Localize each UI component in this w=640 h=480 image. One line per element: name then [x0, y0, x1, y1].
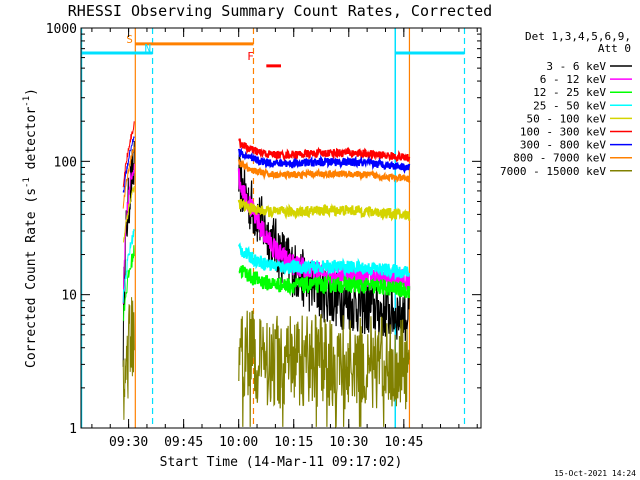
- timestamp-stamp: 15-Oct-2021 14:24: [554, 469, 636, 478]
- y-axis-label-mid: detector: [24, 107, 39, 178]
- series-burst-line: [122, 136, 135, 193]
- y-tick-label: 1000: [46, 22, 77, 37]
- legend-label: 100 - 300 keV: [520, 126, 606, 139]
- legend-label: 3 - 6 keV: [546, 60, 606, 73]
- y-axis-label-exp1: -1: [22, 177, 32, 188]
- legend-label: 300 - 800 keV: [520, 139, 606, 152]
- series-burst-line: [122, 163, 135, 305]
- legend-label: 25 - 50 keV: [533, 99, 606, 112]
- series-line: [237, 159, 411, 183]
- y-tick-label: 1: [69, 422, 77, 437]
- series-800-7000-kev: [122, 146, 411, 209]
- series-line: [238, 265, 411, 299]
- series-line: [237, 147, 411, 175]
- x-axis-label: Start Time (14-Mar-11 09:17:02): [160, 455, 403, 470]
- series-line: [237, 199, 411, 222]
- y-axis: 1 10 100 1000: [46, 22, 481, 437]
- legend-header-detectors: Det 1,3,4,5,6,9,: [525, 30, 631, 43]
- series-100-300-kev: [122, 121, 411, 188]
- plot-area: SN F: [80, 28, 466, 429]
- series-burst-line: [122, 185, 135, 243]
- series-300-800-kev: [122, 136, 411, 193]
- y-axis-label: Corrected Count Rate (s-1 detector-1): [22, 88, 39, 368]
- x-tick-label: 10:00: [219, 435, 258, 450]
- series-7000-15000-kev: [122, 297, 410, 429]
- series-line: [237, 242, 411, 281]
- series-line: [238, 310, 410, 429]
- y-axis-label-exp2: -1: [22, 96, 32, 107]
- legend-label: 800 - 7000 keV: [513, 152, 606, 165]
- x-axis: 09:30 09:45 10:00 10:15 10:30 10:45: [91, 28, 478, 450]
- y-axis-label-close: ): [24, 88, 39, 96]
- x-tick-label: 10:45: [384, 435, 423, 450]
- plot-frame: [80, 27, 482, 429]
- series-25-50-kev: [122, 228, 411, 303]
- x-tick-label: 10:15: [274, 435, 313, 450]
- x-tick-label: 09:45: [164, 435, 203, 450]
- marker-n: N: [145, 42, 152, 55]
- series-line: [238, 138, 411, 163]
- marker-s: S: [126, 33, 133, 46]
- x-tick-label: 10:30: [329, 435, 368, 450]
- x-tick-label: 09:30: [109, 435, 148, 450]
- legend-header-attenuator: Att 0: [598, 42, 631, 55]
- series-burst-line: [122, 146, 135, 209]
- series-burst-line: [122, 121, 135, 188]
- chart-title: RHESSI Observing Summary Count Rates, Co…: [68, 2, 492, 20]
- series-50-100-kev: [122, 185, 411, 243]
- legend-label: 12 - 25 keV: [533, 86, 606, 99]
- y-tick-label: 100: [54, 155, 77, 170]
- legend-label: 7000 - 15000 keV: [500, 165, 606, 178]
- y-axis-label-main: Corrected Count Rate (s: [24, 188, 39, 368]
- marker-f: F: [247, 50, 254, 63]
- series-12-25-kev: [122, 245, 411, 322]
- series-burst-line: [122, 228, 135, 303]
- y-tick-label: 10: [61, 289, 77, 304]
- legend-label: 6 - 12 keV: [540, 73, 607, 86]
- series-burst-line: [122, 245, 135, 322]
- series-burst-line: [122, 297, 135, 420]
- legend-label: 50 - 100 keV: [527, 112, 607, 125]
